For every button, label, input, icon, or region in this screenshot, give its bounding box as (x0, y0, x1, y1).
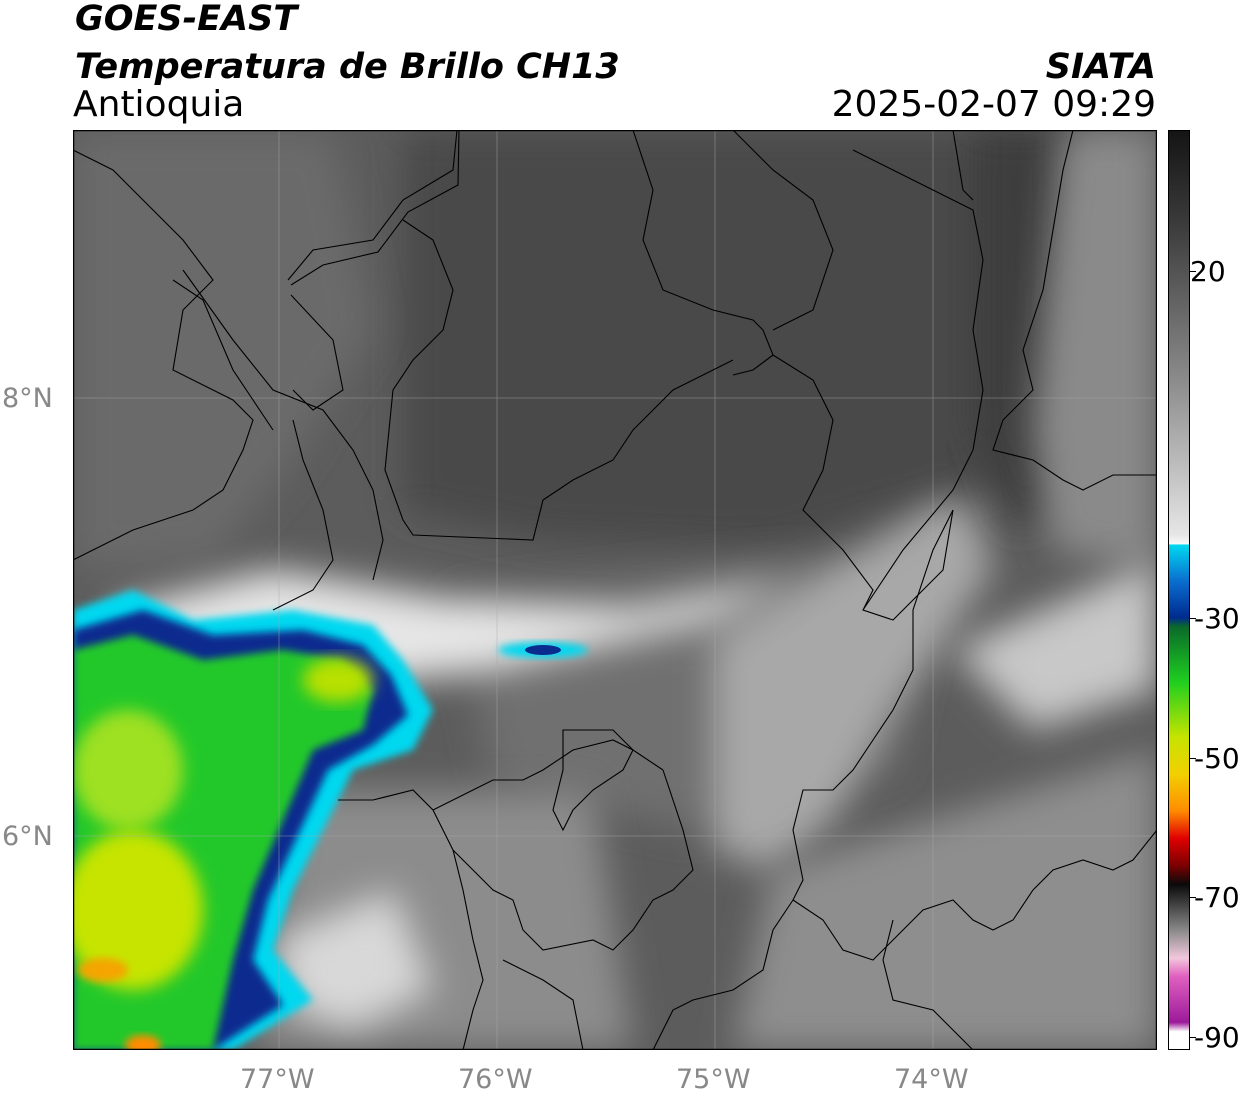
satellite-map[interactable] (73, 130, 1157, 1050)
cloud-yellow-area (73, 710, 183, 830)
product-title: Temperatura de Brillo CH13 (75, 47, 620, 87)
lon-label-76w: 76°W (458, 1064, 533, 1095)
cloud-yellow-cell (303, 658, 373, 702)
colorbar-tickmark-minus90 (1190, 1037, 1196, 1038)
southeast-area (733, 750, 1157, 1050)
lon-label-75w: 75°W (676, 1064, 751, 1095)
colorbar-tick-minus50: -50 (1194, 742, 1240, 775)
cloud-orange-cell (78, 958, 128, 982)
region-label: Antioquia (73, 84, 245, 125)
colorbar-gradient (1168, 130, 1190, 1050)
lat-label-6n: 6°N (2, 821, 53, 852)
datetime-label: 2025-02-07 09:29 (831, 84, 1156, 125)
colorbar-frame (1168, 130, 1190, 1050)
boundary-lines (73, 130, 1157, 1050)
small-cloud-navy (525, 645, 561, 655)
lon-label-74w: 74°W (894, 1064, 969, 1095)
colorbar-tickmark-minus30 (1190, 618, 1196, 619)
colorbar-tick-minus30: -30 (1194, 602, 1240, 635)
lat-label-8n: 8°N (2, 383, 53, 414)
colorbar-tickmark-minus50 (1190, 758, 1196, 759)
south-cloud (273, 890, 433, 1030)
colorbar-tick-minus70: -70 (1194, 881, 1240, 914)
cloud-yellow-area-south (73, 830, 203, 990)
colorbar-tickmark-minus70 (1190, 897, 1196, 898)
valley-band (713, 500, 993, 870)
sea-area (73, 130, 373, 570)
lon-label-77w: 77°W (240, 1064, 315, 1095)
northern-land (403, 130, 1083, 550)
colorbar-tick-minus90: -90 (1194, 1021, 1240, 1054)
colorbar-tickmark-20 (1190, 271, 1196, 272)
colorbar (1168, 130, 1190, 1050)
gridlines (73, 130, 1157, 1050)
east-cloud-streak (953, 560, 1157, 730)
eastern-light-area (1033, 130, 1157, 570)
agency-label: SIATA (1045, 47, 1156, 87)
cloud-orange-cell-2 (125, 1035, 161, 1050)
colorbar-tick-20: 20 (1190, 255, 1226, 288)
satellite-title: GOES-EAST (75, 0, 298, 39)
map-frame (73, 130, 1157, 1050)
